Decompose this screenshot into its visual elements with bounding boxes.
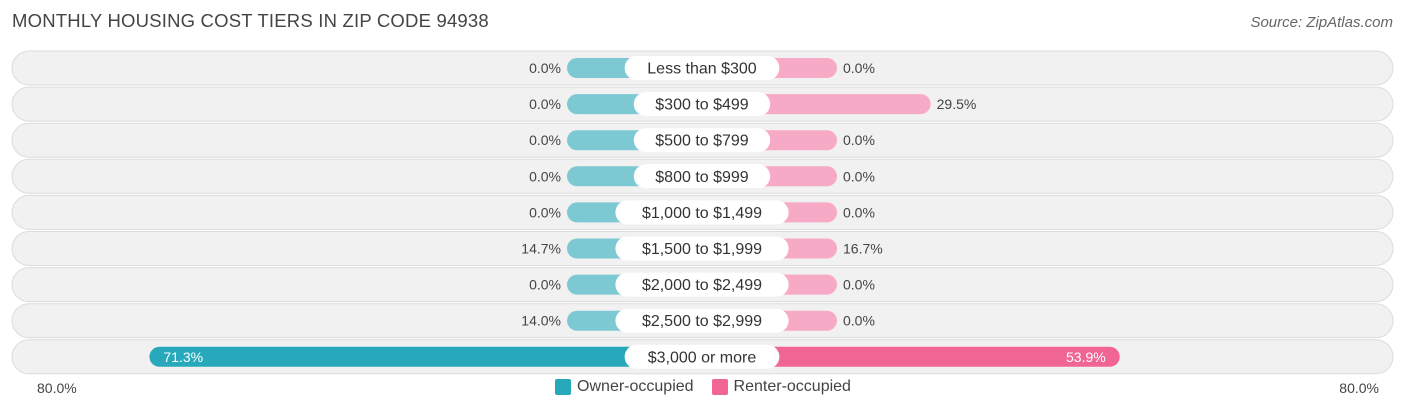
category-pill (633, 164, 771, 189)
category-label: $3,000 or more (648, 349, 757, 366)
legend-swatch-owner (555, 379, 572, 395)
label-renter-value: 0.0% (843, 277, 875, 293)
label-owner-value: 0.0% (529, 277, 561, 293)
label-renter-value: 0.0% (843, 168, 875, 184)
legend: Owner-occupied Renter-occupied (0, 378, 1406, 396)
category-label: $300 to $499 (655, 97, 749, 114)
category-pill (624, 56, 780, 80)
legend-label-owner: Owner-occupied (577, 378, 694, 395)
category-pill (633, 128, 771, 153)
label-owner-value: 0.0% (529, 60, 561, 76)
label-renter-value: 29.5% (937, 96, 977, 112)
legend-swatch-renter (711, 379, 728, 395)
category-pill (624, 344, 780, 369)
chart-title: MONTHLY HOUSING COST TIERS IN ZIP CODE 9… (12, 10, 489, 31)
category-label: $2,000 to $2,499 (642, 277, 762, 294)
label-renter-value: 0.0% (843, 132, 875, 148)
label-renter-value: 53.9% (1066, 349, 1106, 365)
axis-right-label: 80.0% (1339, 380, 1379, 396)
label-owner-value: 0.0% (529, 96, 561, 112)
label-owner-value: 14.0% (521, 313, 561, 329)
category-pill (615, 200, 789, 225)
category-label: $1,500 to $1,999 (642, 241, 762, 258)
category-pill (615, 236, 789, 261)
category-label: $800 to $999 (655, 169, 749, 186)
category-label: $1,000 to $1,499 (642, 205, 762, 222)
category-pill (615, 272, 789, 297)
category-pill (615, 308, 789, 333)
label-renter-value: 0.0% (843, 60, 875, 76)
label-renter-value: 16.7% (843, 241, 883, 257)
label-renter-value: 0.0% (843, 313, 875, 329)
bar-renter[interactable] (702, 346, 1120, 367)
label-owner-value: 0.0% (529, 132, 561, 148)
bar-owner[interactable] (149, 346, 703, 367)
axis-left-label: 80.0% (37, 380, 77, 396)
category-label: $2,500 to $2,999 (642, 313, 762, 330)
label-owner-value: 14.7% (521, 241, 561, 257)
label-owner-value: 0.0% (529, 168, 561, 184)
legend-item-owner[interactable]: Owner-occupied (555, 378, 694, 396)
label-owner-value: 71.3% (163, 349, 203, 365)
category-label: $500 to $799 (655, 133, 749, 150)
label-renter-value: 0.0% (843, 204, 875, 220)
legend-item-renter[interactable]: Renter-occupied (711, 378, 851, 396)
chart-source: Source: ZipAtlas.com (1250, 14, 1393, 31)
label-owner-value: 0.0% (529, 204, 561, 220)
category-label: Less than $300 (647, 61, 757, 78)
category-pill (633, 92, 771, 117)
legend-label-renter: Renter-occupied (733, 378, 851, 395)
